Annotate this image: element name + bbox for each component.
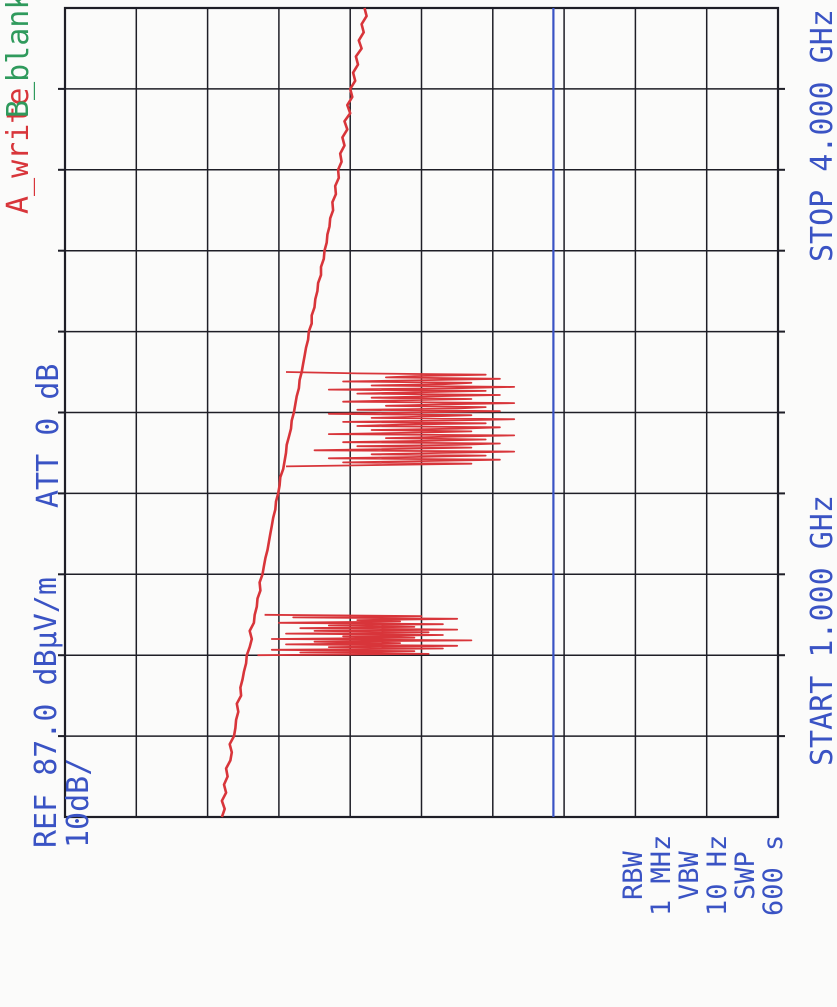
trace-a-series-0	[220, 7, 368, 818]
rbw-label: RBW	[618, 851, 649, 900]
swp-value: 600 s	[758, 834, 789, 916]
swp-label: SWP	[730, 851, 761, 900]
trace-b-label: B_blank	[1, 0, 36, 118]
trace-a-series-2	[285, 371, 516, 468]
stop-frequency-label: STOP 4.000 GHz	[805, 9, 837, 262]
reference-level-label: REF 87.0 dBμV/m	[29, 577, 64, 848]
scale-label: 10dB/	[61, 757, 96, 848]
vbw-label: VBW	[674, 851, 705, 900]
trace-a-group	[220, 7, 516, 818]
attenuation-label: ATT 0 dB	[31, 363, 66, 509]
trace-a-series-1	[257, 613, 473, 657]
rbw-value: 1 MHz	[646, 834, 677, 916]
start-frequency-label: START 1.000 GHz	[805, 495, 837, 766]
vbw-value: 10 Hz	[702, 834, 733, 916]
